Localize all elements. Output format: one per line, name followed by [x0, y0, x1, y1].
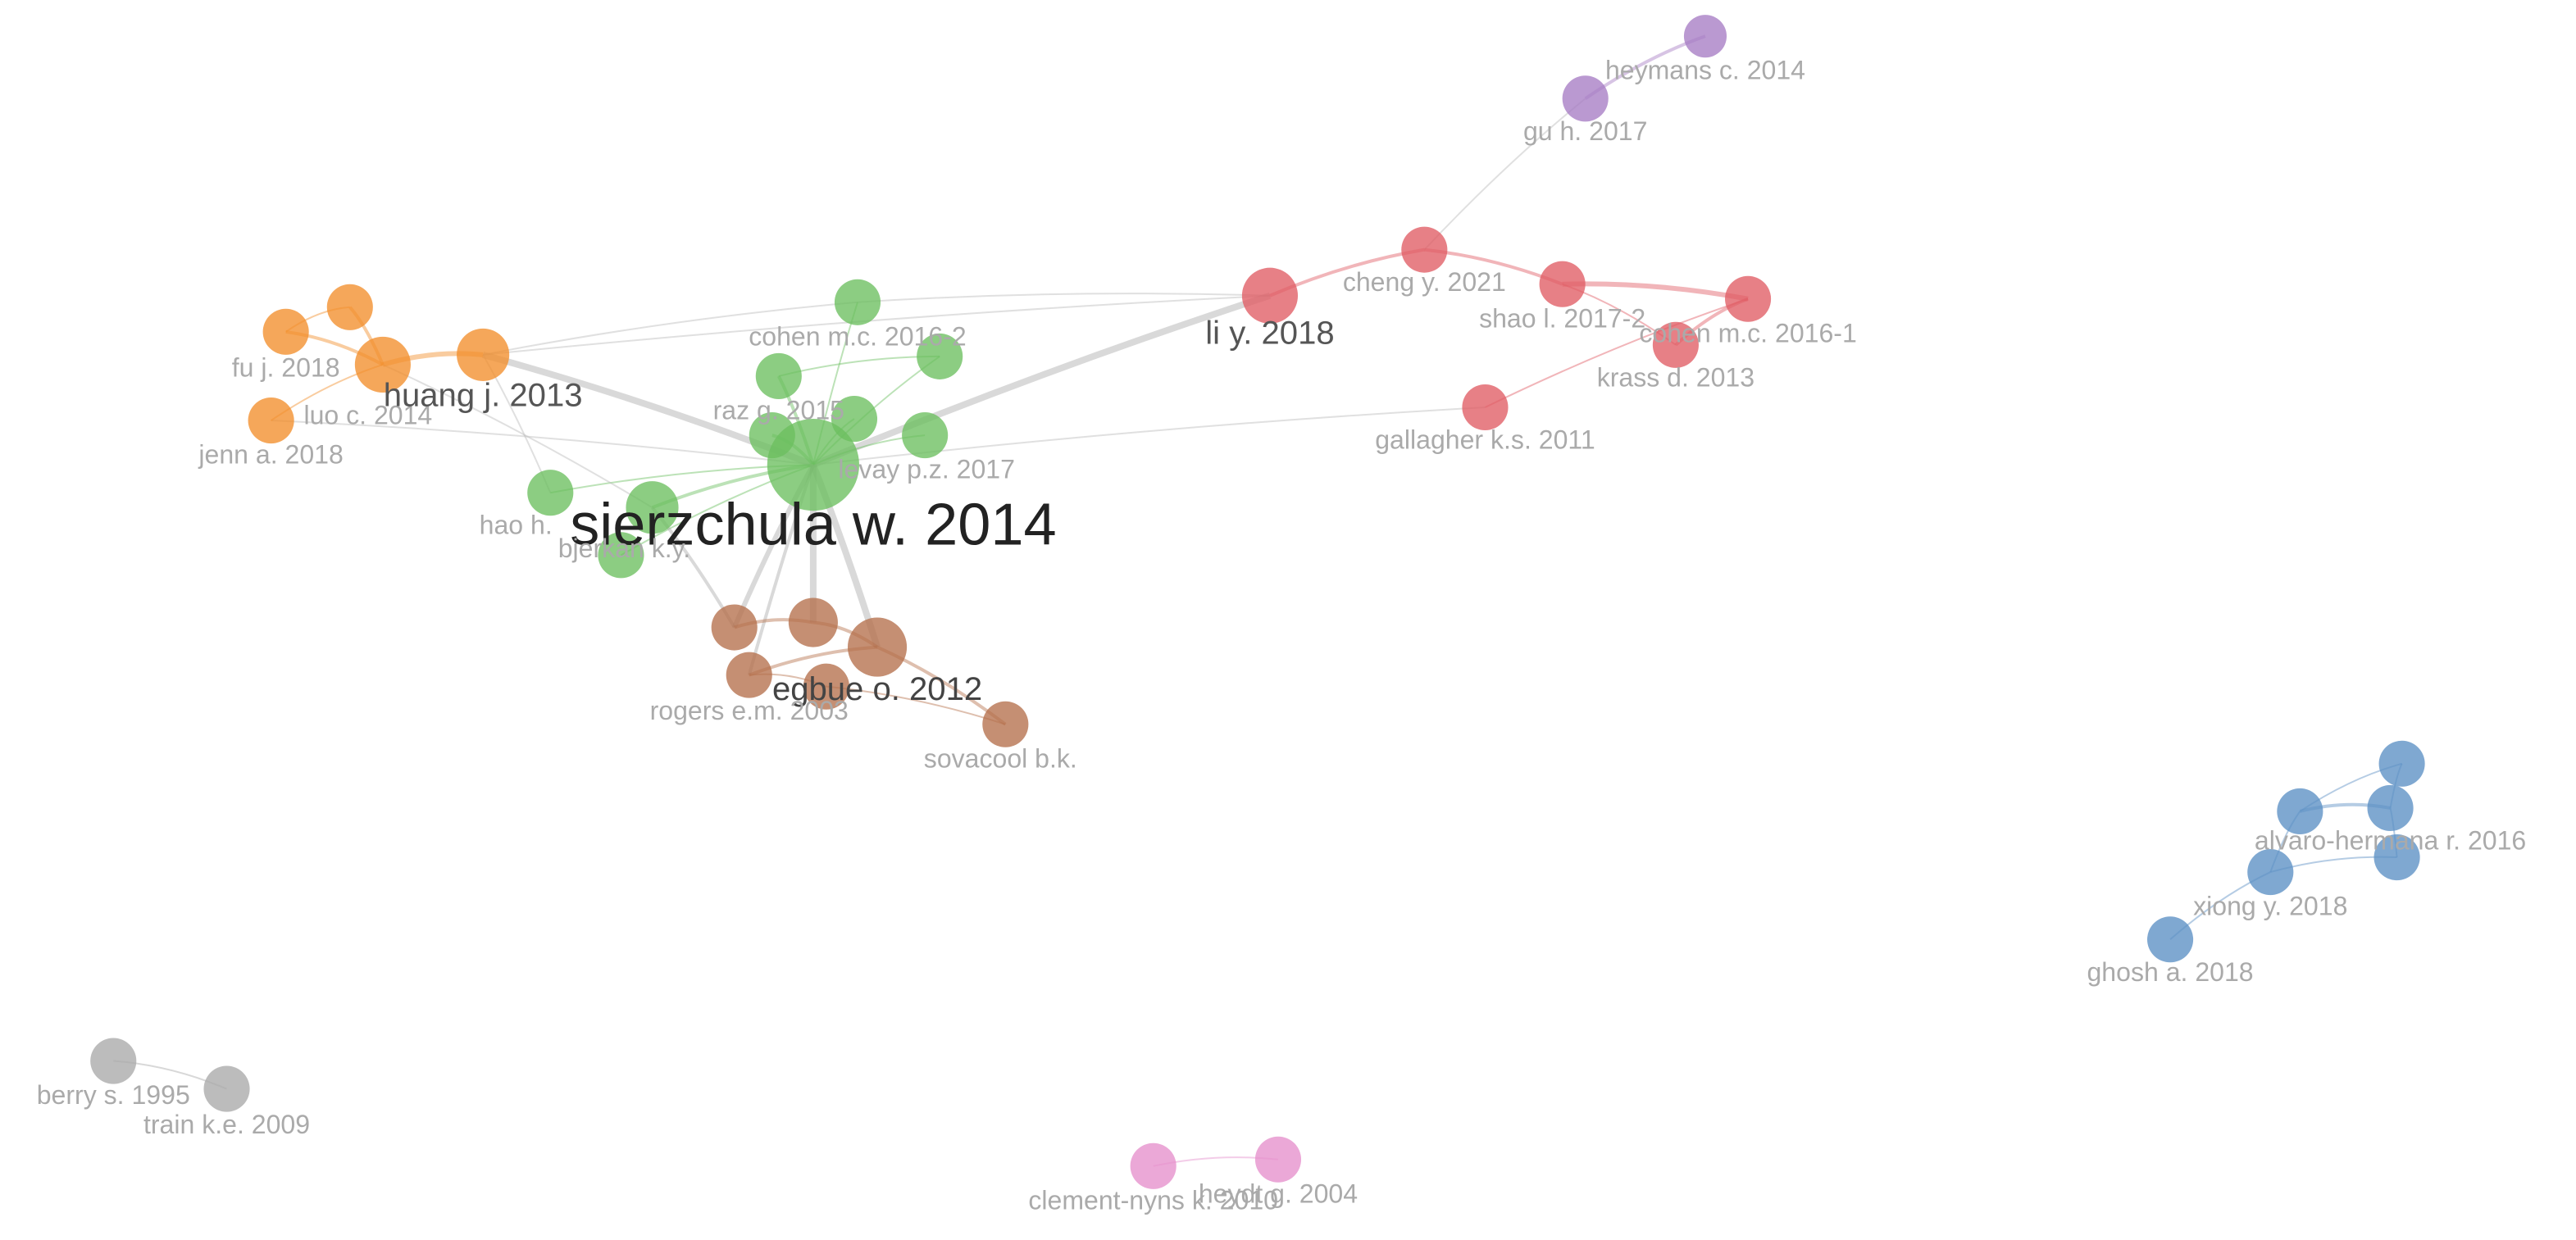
edge [382, 363, 653, 509]
node-label: gu h. 2017 [1523, 116, 1647, 146]
node-label: xiong y. 2018 [2193, 892, 2347, 921]
node [755, 352, 802, 399]
edge [1562, 281, 1749, 302]
node-label: bjerkan k.y. [558, 534, 691, 563]
node [527, 470, 574, 516]
node [1130, 1142, 1176, 1189]
node [1539, 261, 1586, 307]
edge [1485, 298, 1749, 408]
node-label: heydt g. 2004 [1199, 1179, 1358, 1208]
edge [857, 293, 1270, 303]
node [1725, 275, 1772, 322]
node [2373, 833, 2420, 881]
node [711, 604, 758, 651]
node [2367, 784, 2414, 831]
node [803, 663, 849, 710]
node [2378, 740, 2425, 787]
node-label: cohen m.c. 2016-1 [1639, 318, 1856, 347]
node [1562, 75, 1609, 122]
node [917, 333, 963, 379]
node [1652, 321, 1699, 368]
node-label: shao l. 2017-2 [1479, 303, 1645, 333]
node-label: krass d. 2013 [1597, 362, 1755, 392]
node [788, 597, 838, 647]
node-label: gallagher k.s. 2011 [1375, 425, 1595, 455]
node [262, 308, 309, 355]
node-label: li y. 2018 [1205, 315, 1334, 351]
node-label: huang j. 2013 [384, 378, 583, 414]
node-label: cheng y. 2021 [1343, 267, 1506, 297]
node [767, 419, 860, 511]
node [726, 652, 772, 698]
node [326, 284, 373, 330]
node [1241, 267, 1299, 324]
node-label: jenn a. 2018 [198, 440, 343, 470]
node [834, 279, 881, 325]
node-label: berry s. 1995 [37, 1080, 190, 1110]
node-label: alvaro-hermana r. 2016 [2255, 825, 2526, 855]
node-label: ghosh a. 2018 [2087, 957, 2253, 987]
node [1401, 226, 1448, 273]
edge [271, 420, 814, 466]
node [203, 1065, 250, 1112]
node [2247, 849, 2294, 896]
node-label: sierzchula w. 2014 [570, 492, 1056, 557]
node [248, 397, 294, 444]
node [847, 617, 908, 677]
node [1462, 384, 1509, 431]
node [1254, 1136, 1302, 1183]
node-label: heymans c. 2014 [1605, 56, 1805, 85]
node-label: rogers e.m. 2003 [650, 696, 849, 725]
node [90, 1038, 137, 1084]
nodes [90, 15, 2425, 1189]
node-label: hao h. [480, 511, 553, 540]
edge [812, 292, 1272, 468]
node-label: clement-nyns k. 2010 [1028, 1185, 1278, 1215]
labels: heymans c. 2014 gu h. 2017 li y. 2018 cheng… [37, 56, 2526, 1215]
node-label: cohen m.c. 2016-2 [749, 321, 966, 351]
node [598, 532, 644, 579]
edges [113, 34, 2403, 1167]
node [457, 328, 510, 381]
node-label: sovacool b.k. [924, 743, 1077, 773]
node [354, 336, 411, 393]
node-label: fu j. 2018 [232, 352, 340, 382]
edge [483, 294, 1271, 356]
node-label: egbue o. 2012 [772, 671, 982, 707]
node [2277, 788, 2323, 834]
node [626, 481, 679, 534]
edge [1423, 98, 1586, 251]
edge [812, 407, 1486, 466]
node [1683, 15, 1727, 58]
node [902, 412, 949, 459]
node-label: levay p.z. 2017 [838, 455, 1015, 484]
node [982, 701, 1029, 747]
node-label: luo c. 2014 [303, 400, 432, 429]
node [2147, 916, 2194, 963]
edge [482, 301, 858, 356]
node-label: train k.e. 2009 [143, 1110, 310, 1139]
node-label: raz g. 2015 [713, 395, 844, 425]
